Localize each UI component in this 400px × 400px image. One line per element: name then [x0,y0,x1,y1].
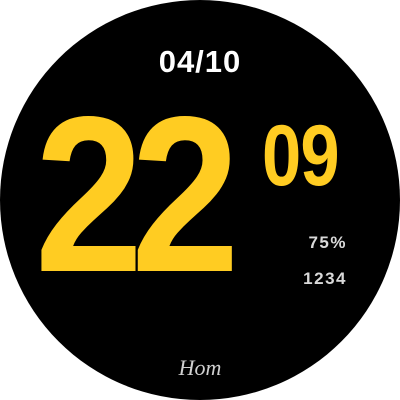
date-display: 04/10 [158,44,242,79]
step-count: 1234 [303,269,347,288]
bottom-label[interactable]: Hom [178,355,222,380]
minutes-display: 09 [262,108,340,204]
battery-percentage: 75% [308,233,347,252]
hours-display: 22 [34,71,240,319]
